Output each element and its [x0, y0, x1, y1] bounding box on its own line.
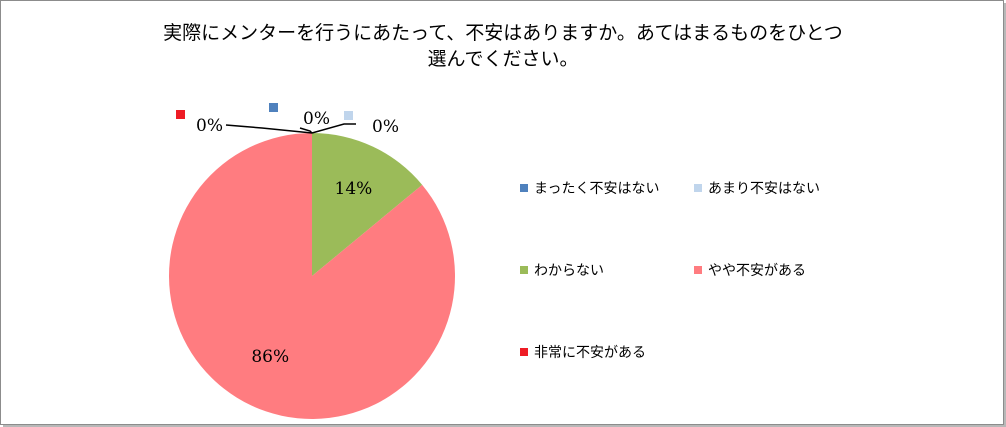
data-label-marker-1 — [344, 111, 353, 120]
data-label-1: 0% — [372, 117, 399, 137]
legend-label-3: やや不安がある — [708, 263, 806, 279]
legend-swatch-0 — [520, 184, 528, 192]
legend-swatch-2 — [520, 266, 528, 274]
legend-item-4: 非常に不安がある — [520, 342, 646, 362]
data-label-2: 14% — [335, 179, 373, 199]
leader-line-1 — [311, 123, 356, 134]
chart-title: 実際にメンターを行うにあたって、不安はありますか。あてはまるものをひとつ 選んで… — [0, 20, 1006, 72]
legend-item-3: やや不安がある — [694, 260, 806, 280]
pie-slice-2 — [312, 133, 423, 276]
legend-item-2: わからない — [520, 260, 604, 280]
legend-label-0: まったく不安はない — [534, 181, 660, 197]
data-label-4: 0% — [196, 116, 223, 136]
legend-label-1: あまり不安はない — [708, 181, 820, 197]
legend-swatch-4 — [520, 348, 528, 356]
leader-line-0 — [299, 127, 313, 134]
data-label-marker-0 — [269, 103, 278, 112]
leader-line-4 — [225, 124, 313, 134]
legend-label-2: わからない — [534, 263, 604, 279]
data-label-0: 0% — [303, 109, 330, 129]
legend-label-4: 非常に不安がある — [534, 345, 646, 361]
pie-slice-3 — [168, 133, 456, 419]
legend-item-1: あまり不安はない — [694, 178, 820, 198]
chart-title-line-1: 実際にメンターを行うにあたって、不安はありますか。あてはまるものをひとつ — [163, 22, 843, 44]
legend-item-0: まったく不安はない — [520, 178, 659, 198]
legend: まったく不安はない あまり不安はない わからない やや不安がある 非常に不安があ… — [520, 170, 960, 370]
chart-title-line-2: 選んでください。 — [427, 48, 579, 70]
data-label-3: 86% — [251, 347, 289, 367]
legend-swatch-3 — [694, 266, 702, 274]
data-label-marker-4 — [176, 110, 185, 119]
legend-swatch-1 — [694, 184, 702, 192]
